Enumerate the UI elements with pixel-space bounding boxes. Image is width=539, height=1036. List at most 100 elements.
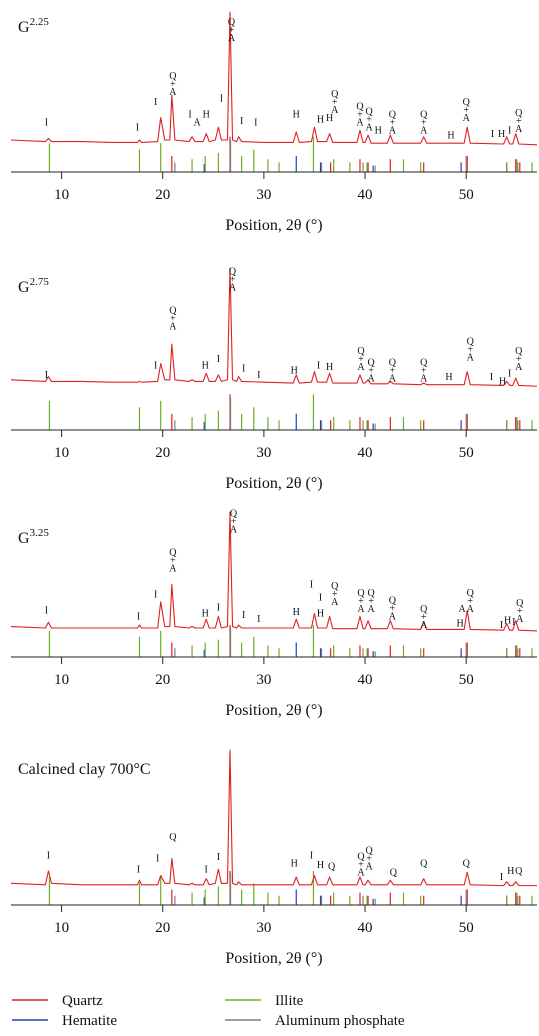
peak-label: A [357, 362, 365, 373]
peak-label: Q [467, 588, 475, 599]
peak-label: H [326, 113, 333, 124]
peak-label: Q [331, 89, 339, 100]
peak-label: A [365, 861, 373, 872]
peak-label: A [389, 126, 397, 137]
peak-label: A [515, 124, 523, 135]
peak-label: I [217, 603, 220, 614]
x-axis-label: Position, 2θ (°) [225, 950, 322, 967]
title-text: Calcined clay 700°C [18, 761, 151, 778]
peak-label: + [390, 603, 396, 614]
peak-label: I [137, 864, 140, 875]
x-tick-label: 30 [256, 920, 271, 936]
x-tick-label: 20 [155, 445, 170, 461]
x-tick-label: 40 [358, 672, 373, 688]
peak-label: Q [357, 346, 365, 357]
title-superscript: 2.25 [30, 16, 50, 28]
peak-label: + [358, 596, 364, 607]
peak-label: I [491, 129, 494, 140]
peak-label: A [357, 868, 365, 879]
peak-label: Q [515, 866, 523, 877]
peak-label: Q [515, 346, 523, 357]
peak-label: + [231, 516, 237, 527]
peak-label: + [170, 555, 176, 566]
x-tick-label: 50 [459, 920, 474, 936]
diffraction-trace [10, 11, 538, 146]
peak-label: Q [515, 108, 523, 119]
peak-label: + [229, 25, 235, 36]
peak-label: H [457, 619, 464, 630]
title-text: G [18, 279, 30, 296]
peak-label: I [317, 360, 320, 371]
peak-label: A [420, 373, 428, 384]
peak-label: A [463, 113, 471, 124]
diffraction-trace [10, 511, 538, 632]
peak-label: H [293, 110, 300, 121]
legend-label: Hematite [62, 1013, 117, 1029]
peak-label: H [291, 365, 298, 376]
peak-label: I [154, 97, 157, 108]
peak-label: I [137, 611, 140, 622]
peak-label: A [389, 373, 397, 384]
diffraction-trace [10, 267, 538, 387]
title-text: G [18, 19, 30, 36]
title-superscript: 2.75 [30, 276, 50, 288]
peak-label: + [357, 110, 363, 121]
peak-label: Q [463, 97, 471, 108]
x-tick-label: 30 [256, 672, 271, 688]
peak-label: I [512, 617, 515, 628]
peak-label: Q [367, 357, 375, 368]
panel-title: G2.25 [18, 16, 49, 36]
x-tick-label: 50 [459, 445, 474, 461]
x-axis-label: Position, 2θ (°) [225, 702, 322, 719]
legend-label: Quartz [62, 993, 103, 1009]
peak-label: A [420, 126, 428, 137]
peak-label: I [220, 94, 223, 105]
peak-label: Q [331, 581, 339, 592]
peak-label: I [254, 118, 257, 129]
x-tick-label: 10 [54, 920, 69, 936]
peak-label: H [291, 858, 298, 869]
peak-label: A [367, 373, 375, 384]
peak-label: A [229, 283, 237, 294]
peak-label: Q [389, 595, 397, 606]
peak-label: Q [516, 598, 524, 609]
peak-label: A [459, 604, 467, 615]
peak-label: + [390, 365, 396, 376]
peak-label: H [203, 110, 210, 121]
peak-label: Q [357, 852, 365, 863]
peak-label: I [508, 126, 511, 137]
x-axis-label: Position, 2θ (°) [225, 475, 322, 492]
x-tick-label: 40 [358, 445, 373, 461]
peak-label: + [467, 344, 473, 355]
peak-label: H [317, 608, 324, 619]
peak-label: I [45, 606, 48, 617]
peak-label: I [257, 614, 260, 625]
peak-label: H [317, 860, 324, 871]
peak-label: Q [356, 102, 364, 113]
peak-label: A [331, 597, 339, 608]
peak-label: I [240, 116, 243, 127]
peak-label: + [332, 589, 338, 600]
peak-label: A [194, 118, 202, 129]
peak-label: Q [328, 861, 336, 872]
peak-label: Q [390, 868, 398, 879]
peak-label: Q [169, 71, 177, 82]
peak-label: I [217, 354, 220, 365]
peak-label: A [169, 563, 177, 574]
peak-label: + [368, 596, 374, 607]
x-axis-label: Position, 2θ (°) [225, 217, 322, 234]
peak-label: + [368, 365, 374, 376]
peak-label: A [169, 87, 177, 98]
title-superscript: 3.25 [30, 527, 50, 539]
peak-label: + [358, 354, 364, 365]
peak-label: H [498, 129, 505, 140]
peak-label: + [467, 596, 473, 607]
peak-label: Q [230, 508, 238, 519]
x-tick-label: 10 [54, 445, 69, 461]
x-tick-label: 30 [256, 187, 271, 203]
peak-label: A [169, 322, 177, 333]
peak-label: I [217, 852, 220, 863]
x-tick-label: 30 [256, 445, 271, 461]
peak-label: I [500, 872, 503, 883]
